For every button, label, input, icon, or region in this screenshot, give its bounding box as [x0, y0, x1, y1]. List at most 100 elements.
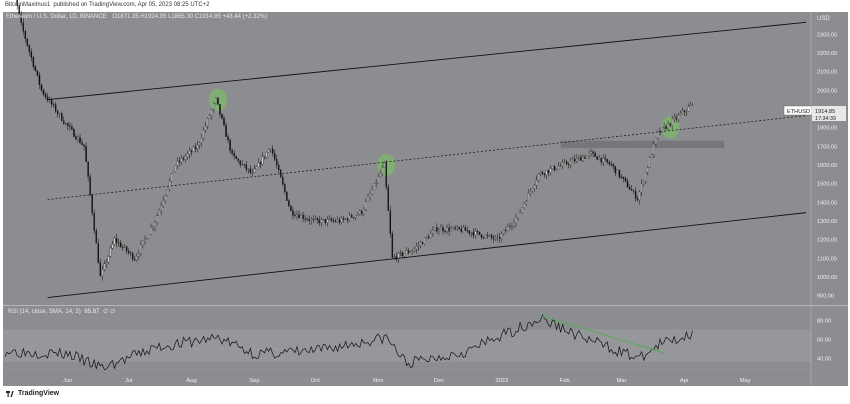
candle-body: [383, 162, 385, 168]
candle-body: [79, 137, 81, 143]
candle: [324, 219, 327, 226]
candle: [484, 234, 487, 239]
candle-body: [643, 181, 645, 184]
candle: [598, 154, 600, 161]
candle-body: [628, 187, 631, 190]
rsi-extra: ∅ ∅: [103, 309, 116, 315]
candle: [288, 199, 290, 207]
candle-body: [365, 201, 367, 210]
candle: [616, 169, 619, 174]
candle: [574, 154, 576, 165]
candle-body: [312, 219, 314, 220]
candle: [541, 170, 544, 175]
candle: [383, 161, 385, 168]
candle: [105, 259, 108, 268]
candle-body: [42, 90, 45, 95]
rsi-tick-label: 40.00: [817, 357, 831, 363]
time-tick-label: May: [740, 378, 751, 384]
candle: [630, 185, 633, 191]
candle: [626, 178, 629, 188]
candle-body: [533, 184, 535, 189]
candle: [387, 183, 389, 211]
candle: [107, 255, 110, 265]
candle-body: [111, 244, 114, 249]
candle: [456, 225, 458, 232]
candle-body: [328, 218, 331, 220]
candle-body: [555, 168, 558, 171]
author-name[interactable]: BitcoinMaximus1: [5, 2, 51, 8]
time-tick-label: Nov: [373, 378, 383, 384]
symbol-name: Ethereum / U.S. Dollar, 1D, BINANCE: [6, 14, 107, 20]
candle-body: [381, 167, 383, 174]
candle: [432, 226, 434, 237]
candle: [436, 223, 438, 234]
candle: [525, 199, 527, 206]
candle-body: [223, 118, 225, 126]
candle: [156, 212, 158, 227]
candle-body: [168, 180, 170, 190]
candle: [375, 179, 377, 188]
candle: [101, 265, 104, 281]
candle-body: [81, 142, 83, 145]
candle: [671, 115, 673, 130]
candle-body: [18, 5, 20, 15]
candle: [462, 224, 465, 233]
candle-body: [292, 210, 294, 216]
candle: [454, 225, 456, 231]
candle-body: [655, 137, 657, 145]
candle: [302, 211, 304, 223]
candle: [551, 166, 554, 170]
candle-body: [322, 219, 325, 220]
candle-body: [413, 248, 416, 251]
candle-body: [71, 126, 73, 130]
candle-body: [641, 183, 643, 193]
candles-layer: [16, 0, 694, 281]
candle: [253, 164, 256, 174]
candle: [273, 149, 276, 162]
candle: [176, 157, 179, 170]
candle-body: [259, 162, 262, 165]
candle: [651, 153, 653, 158]
candle-body: [543, 173, 546, 175]
candle: [209, 113, 211, 120]
candle-body: [537, 173, 540, 181]
candle: [117, 238, 120, 247]
candle: [351, 213, 353, 218]
candle: [292, 207, 294, 220]
candle: [618, 169, 621, 180]
candle-body: [142, 240, 144, 245]
candle-body: [146, 238, 148, 240]
candle-body: [50, 99, 53, 105]
tradingview-brand[interactable]: TradingView: [6, 390, 59, 397]
time-tick-label: Oct: [311, 378, 320, 384]
candle: [553, 164, 556, 172]
brand-name: TradingView: [18, 390, 60, 397]
candle-body: [602, 157, 604, 163]
candle-body: [225, 125, 227, 137]
candle-body: [192, 146, 195, 152]
candle-body: [430, 233, 432, 239]
candle-body: [107, 256, 110, 263]
time-tick-label: Apr: [680, 378, 689, 384]
candle-body: [472, 232, 475, 236]
candle-body: [241, 164, 243, 166]
candle: [596, 156, 598, 160]
candle: [328, 215, 331, 221]
candle: [572, 156, 574, 162]
candle: [65, 122, 67, 126]
price-tick-label: 1600.00: [817, 163, 837, 169]
candle: [278, 162, 280, 173]
candle: [85, 142, 87, 163]
candle-body: [227, 136, 229, 141]
candle-body: [310, 219, 312, 221]
candle: [79, 133, 81, 144]
candle: [561, 159, 564, 170]
candle: [476, 229, 479, 236]
candle-body: [549, 168, 552, 173]
candle: [638, 190, 641, 205]
candle-body: [150, 227, 152, 235]
candle: [132, 251, 134, 262]
candle: [127, 248, 130, 255]
candle: [349, 212, 351, 223]
candle: [434, 227, 436, 232]
